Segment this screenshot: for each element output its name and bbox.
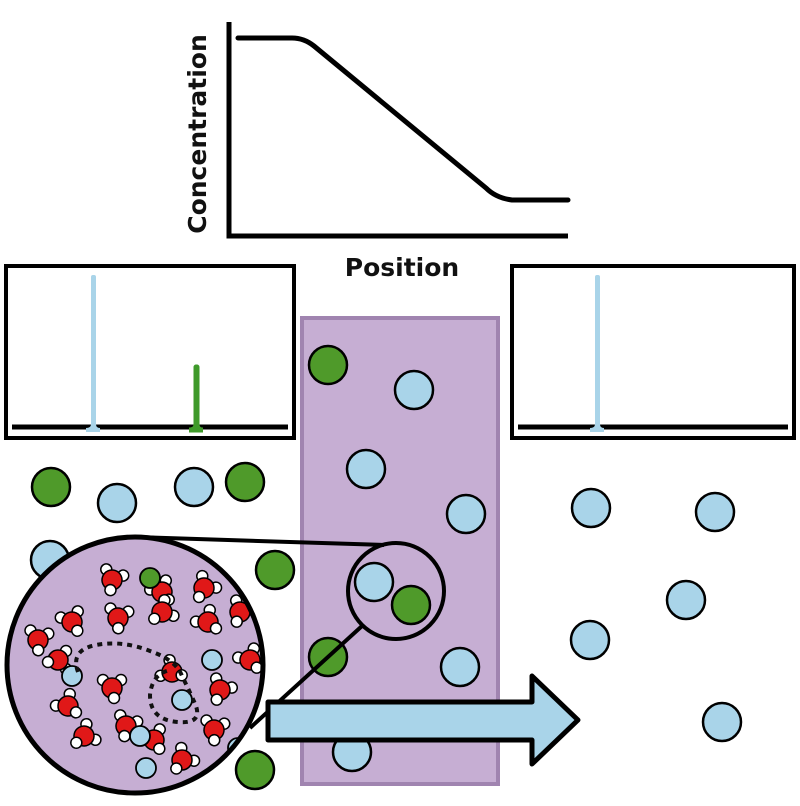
concentration-curve bbox=[235, 35, 571, 203]
blue-particle bbox=[353, 561, 395, 603]
blue-particle bbox=[345, 448, 387, 490]
blue-particle bbox=[135, 757, 157, 779]
blue-particle bbox=[569, 619, 611, 661]
blue-particle bbox=[439, 646, 481, 688]
small-zoom-circle bbox=[346, 541, 446, 641]
blue-particle bbox=[129, 725, 151, 747]
zoom-connector-top bbox=[134, 535, 385, 547]
water-molecule bbox=[54, 605, 84, 637]
water-molecule bbox=[200, 714, 231, 747]
zoom-circle bbox=[4, 534, 266, 796]
blue-particle bbox=[701, 701, 743, 743]
green-particle bbox=[307, 344, 349, 386]
water-molecule bbox=[24, 624, 55, 657]
green-particle bbox=[139, 567, 161, 589]
left-spectrum-box bbox=[4, 264, 296, 440]
water-molecule bbox=[192, 569, 223, 604]
green-particle bbox=[224, 461, 266, 503]
water-molecule bbox=[170, 741, 201, 775]
concentration-profile-chart: Position Concentration bbox=[183, 22, 571, 282]
left-green-peak bbox=[188, 364, 204, 433]
water-molecule bbox=[104, 602, 135, 635]
water-molecule bbox=[148, 593, 180, 625]
green-particle bbox=[30, 466, 72, 508]
left-blue-peak bbox=[85, 275, 101, 432]
water-molecule bbox=[70, 717, 102, 749]
water-molecule bbox=[96, 673, 128, 705]
blue-particle bbox=[445, 493, 487, 535]
y-axis-line bbox=[226, 22, 568, 239]
green-particle bbox=[234, 749, 276, 791]
blue-particle bbox=[694, 491, 736, 533]
x-axis-label: Position bbox=[345, 253, 459, 282]
water-molecule bbox=[209, 672, 239, 706]
flow-arrow bbox=[265, 673, 581, 767]
blue-particle bbox=[393, 369, 435, 411]
blue-particle bbox=[201, 649, 223, 671]
green-particle bbox=[254, 549, 296, 591]
green-particle bbox=[390, 584, 432, 626]
water-molecule bbox=[49, 687, 83, 719]
blue-particle bbox=[570, 487, 612, 529]
blue-particle bbox=[96, 482, 138, 524]
y-axis-label: Concentration bbox=[183, 34, 212, 234]
water-molecule bbox=[189, 603, 223, 635]
water-molecule bbox=[100, 563, 130, 597]
solvation-shell bbox=[74, 641, 200, 725]
right-spectrum-box bbox=[510, 264, 796, 440]
right-blue-peak bbox=[589, 275, 605, 432]
blue-particle bbox=[173, 466, 215, 508]
blue-particle bbox=[665, 579, 707, 621]
water-molecule bbox=[231, 642, 263, 674]
